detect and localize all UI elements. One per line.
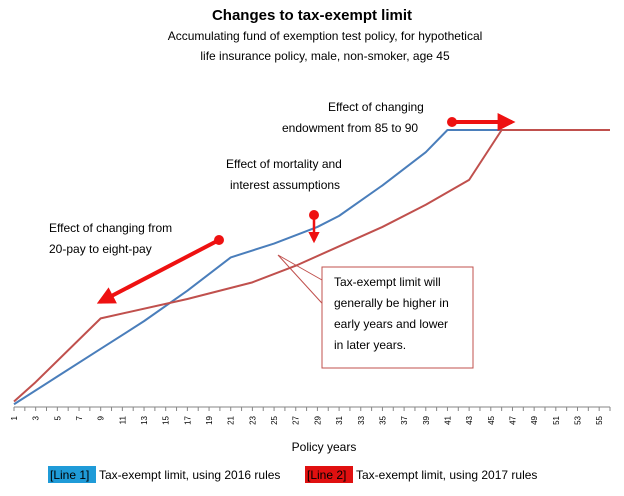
chart-subtitle-line-2: life insurance policy, male, non-smoker,…	[200, 49, 450, 63]
x-tick-label: 49	[530, 415, 539, 424]
x-tick-label: 55	[595, 415, 604, 424]
x-tick-label: 27	[292, 415, 301, 424]
chart-subtitle-line-1: Accumulating fund of exemption test poli…	[168, 29, 483, 43]
x-tick-label: 5	[53, 415, 62, 420]
x-ticks	[13, 407, 611, 411]
x-tick-label: 11	[118, 415, 127, 424]
legend-item-line-2: [Line 2] Tax-exempt limit, using 2017 ru…	[305, 466, 537, 483]
x-tick-label: 35	[378, 415, 387, 424]
x-tick-label: 51	[552, 415, 561, 424]
x-tick-label: 3	[32, 415, 41, 420]
endowment-arrow	[447, 113, 516, 131]
x-tick-label: 15	[162, 415, 171, 424]
x-tick-label: 53	[573, 415, 582, 424]
x-tick-label: 13	[140, 415, 149, 424]
x-axis: 1 3 5 7 9 11 13 15 17 19 21 23 25 27 29 31 33 35 37 39 41 43 4…	[10, 406, 611, 425]
legend-tag-line-1: [Line 1]	[50, 468, 89, 482]
eight-pay-arrow-shaft	[96, 238, 220, 304]
annotation-arrows	[96, 113, 516, 304]
annotation-eight-pay-line-2: 20-pay to eight-pay	[49, 242, 152, 256]
x-tick-label: 25	[270, 415, 279, 424]
x-tick-label: 21	[227, 415, 236, 424]
x-tick-label: 7	[75, 415, 84, 420]
x-tick-label: 31	[335, 415, 344, 424]
x-tick-label: 19	[205, 415, 214, 424]
legend: [Line 1] Tax-exempt limit, using 2016 ru…	[48, 466, 537, 483]
mortality-arrow	[308, 210, 320, 244]
annotation-mortality-line-2: interest assumptions	[230, 178, 340, 192]
eight-pay-arrow	[96, 235, 224, 304]
annotation-endowment-line-1: Effect of changing	[328, 100, 424, 114]
callout-higher-lower: Tax-exempt limit will generally be highe…	[277, 254, 474, 369]
x-axis-label: Policy years	[292, 440, 357, 454]
callout-line-4: in later years.	[334, 338, 406, 352]
x-tick-label: 37	[400, 415, 409, 424]
x-tick-label: 9	[97, 415, 106, 420]
series-layer	[13, 129, 610, 406]
annotation-endowment: Effect of changing endowment from 85 to …	[282, 100, 424, 135]
x-tick-label: 33	[357, 415, 366, 424]
callout-box	[321, 266, 474, 369]
annotation-eight-pay: Effect of changing from 20-pay to eight-…	[49, 221, 172, 256]
legend-tag-line-2: [Line 2]	[307, 468, 346, 482]
x-tick-labels: 1 3 5 7 9 11 13 15 17 19 21 23 25 27 29 31 33 35 37 39 41 43 4…	[10, 415, 604, 424]
x-tick-label: 41	[443, 415, 452, 424]
annotation-mortality-line-1: Effect of mortality and	[226, 157, 342, 171]
x-tick-label: 29	[313, 415, 322, 424]
x-tick-label: 23	[248, 415, 257, 424]
x-tick-label: 17	[183, 415, 192, 424]
legend-tag-line-2-bg	[305, 466, 353, 483]
x-tick-label: 39	[422, 415, 431, 424]
series-line-1	[13, 129, 610, 406]
callout-line-1: Tax-exempt limit will	[334, 275, 441, 289]
x-tick-label: 45	[487, 415, 496, 424]
legend-label-line-2: Tax-exempt limit, using 2017 rules	[356, 468, 537, 482]
x-tick-label: 47	[508, 415, 517, 424]
legend-tag-line-1-bg	[48, 466, 96, 483]
annotation-mortality: Effect of mortality and interest assumpt…	[226, 157, 342, 192]
callout-line-2: generally be higher in	[334, 296, 449, 310]
annotation-endowment-line-2: endowment from 85 to 90	[282, 121, 418, 135]
annotation-eight-pay-line-1: Effect of changing from	[49, 221, 172, 235]
x-tick-label: 43	[465, 415, 474, 424]
series-line-2	[13, 129, 610, 403]
callout-pointer	[277, 254, 331, 313]
callout-line-3: early years and lower	[334, 317, 448, 331]
x-tick-label: 1	[10, 415, 19, 420]
chart-title: Changes to tax-exempt limit	[212, 7, 412, 24]
legend-label-line-1: Tax-exempt limit, using 2016 rules	[99, 468, 280, 482]
legend-item-line-1: [Line 1] Tax-exempt limit, using 2016 ru…	[48, 466, 280, 483]
